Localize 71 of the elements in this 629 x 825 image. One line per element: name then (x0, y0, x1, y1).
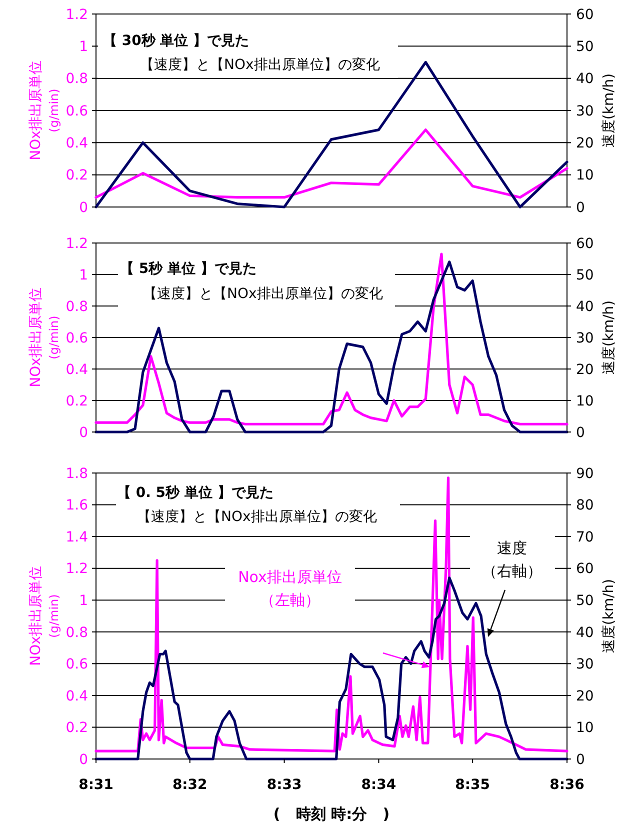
line-series (94, 128, 568, 199)
text: 【 5秒 単位 】で見た (120, 261, 256, 277)
x-tick-label: 8:33 (266, 777, 302, 793)
y-tick-label: 0.2 (66, 168, 88, 184)
y2-tick-label: 30 (576, 656, 594, 673)
y-tick-label: 1.4 (66, 529, 88, 546)
text: 【速度】と【NOx排出原単位】の変化 (143, 286, 383, 302)
y2-tick-label: 0 (576, 752, 585, 768)
y2-tick-label: 60 (576, 561, 594, 578)
series-label: 速度（右軸） (482, 539, 542, 580)
y-tick-label: 1 (79, 267, 88, 284)
y2-axis-title: 速度(km/h) (601, 300, 617, 375)
y-tick-label: 0 (79, 752, 88, 768)
line-series (94, 476, 568, 752)
y2-tick-label: 20 (576, 688, 594, 704)
y2-tick-label: 70 (576, 529, 594, 546)
y-tick-label: 1 (79, 593, 88, 610)
y2-axis-title: 速度(km/h) (601, 73, 617, 148)
y2-tick-label: 50 (576, 593, 594, 610)
y-tick-label: 0.6 (66, 330, 88, 346)
y2-tick-label: 10 (576, 393, 594, 410)
y-tick-label: 0.6 (66, 656, 88, 673)
y-tick-label: 0.8 (66, 624, 88, 641)
y-tick-label: 0.4 (66, 688, 88, 704)
y-tick-label: 1.8 (66, 466, 88, 482)
y2-tick-label: 60 (576, 6, 594, 23)
y2-tick-label: 20 (576, 136, 594, 152)
y2-tick-label: 40 (576, 71, 594, 88)
text: 【速度】と【NOx排出原単位】の変化 (140, 57, 380, 73)
y2-tick-label: 30 (576, 330, 594, 346)
y-tick-label: 0.2 (66, 720, 88, 736)
y2-axis-title: 速度(km/h) (601, 578, 617, 654)
y-tick-label: 1.2 (66, 561, 88, 578)
y-tick-label: 1.2 (66, 236, 88, 252)
y-tick-label: 0.4 (66, 362, 88, 378)
x-tick-label: 8:34 (361, 777, 396, 793)
x-tick-label: 8:31 (78, 777, 114, 793)
y2-tick-label: 90 (576, 466, 594, 482)
y2-tick-label: 80 (576, 498, 594, 514)
text: 【 0. 5秒 単位 】で見た (117, 485, 274, 501)
y-tick-label: 0.6 (66, 103, 88, 120)
y2-tick-label: 50 (576, 39, 594, 56)
y2-tick-label: 50 (576, 267, 594, 284)
y2-tick-label: 40 (576, 624, 594, 641)
text: 【速度】と【NOx排出原単位】の変化 (137, 509, 377, 525)
y-tick-label: 0 (79, 424, 88, 441)
y2-tick-label: 60 (576, 236, 594, 252)
y-axis-title: NOx排出原単位(g/min) (28, 288, 61, 388)
y-tick-label: 0.8 (66, 298, 88, 315)
text: Nox排出原単位（左軸） (238, 568, 342, 609)
y2-tick-label: 10 (576, 720, 594, 736)
y-tick-label: 1.2 (66, 6, 88, 23)
y2-tick-label: 30 (576, 103, 594, 120)
y2-tick-label: 0 (576, 200, 585, 216)
y2-tick-label: 20 (576, 362, 594, 378)
y-tick-label: 0.2 (66, 393, 88, 410)
y-axis-title: NOx排出原単位(g/min) (28, 566, 61, 666)
text: 【 30秒 単位 】で見た (103, 33, 250, 49)
y2-tick-label: 40 (576, 298, 594, 315)
x-axis-title: ( 時刻 時:分 ) (273, 805, 390, 823)
y-tick-label: 0.8 (66, 71, 88, 88)
y2-tick-label: 0 (576, 424, 585, 441)
x-tick-label: 8:36 (550, 777, 584, 793)
y-tick-label: 1.6 (66, 498, 88, 514)
x-tick-label: 8:35 (455, 777, 490, 793)
y-tick-label: 0 (79, 200, 88, 216)
y-tick-label: 1 (79, 39, 88, 56)
y2-tick-label: 10 (576, 168, 594, 184)
y-tick-label: 0.4 (66, 136, 88, 152)
y-axis-title: NOx排出原単位(g/min) (28, 60, 61, 160)
x-tick-label: 8:32 (172, 777, 208, 793)
